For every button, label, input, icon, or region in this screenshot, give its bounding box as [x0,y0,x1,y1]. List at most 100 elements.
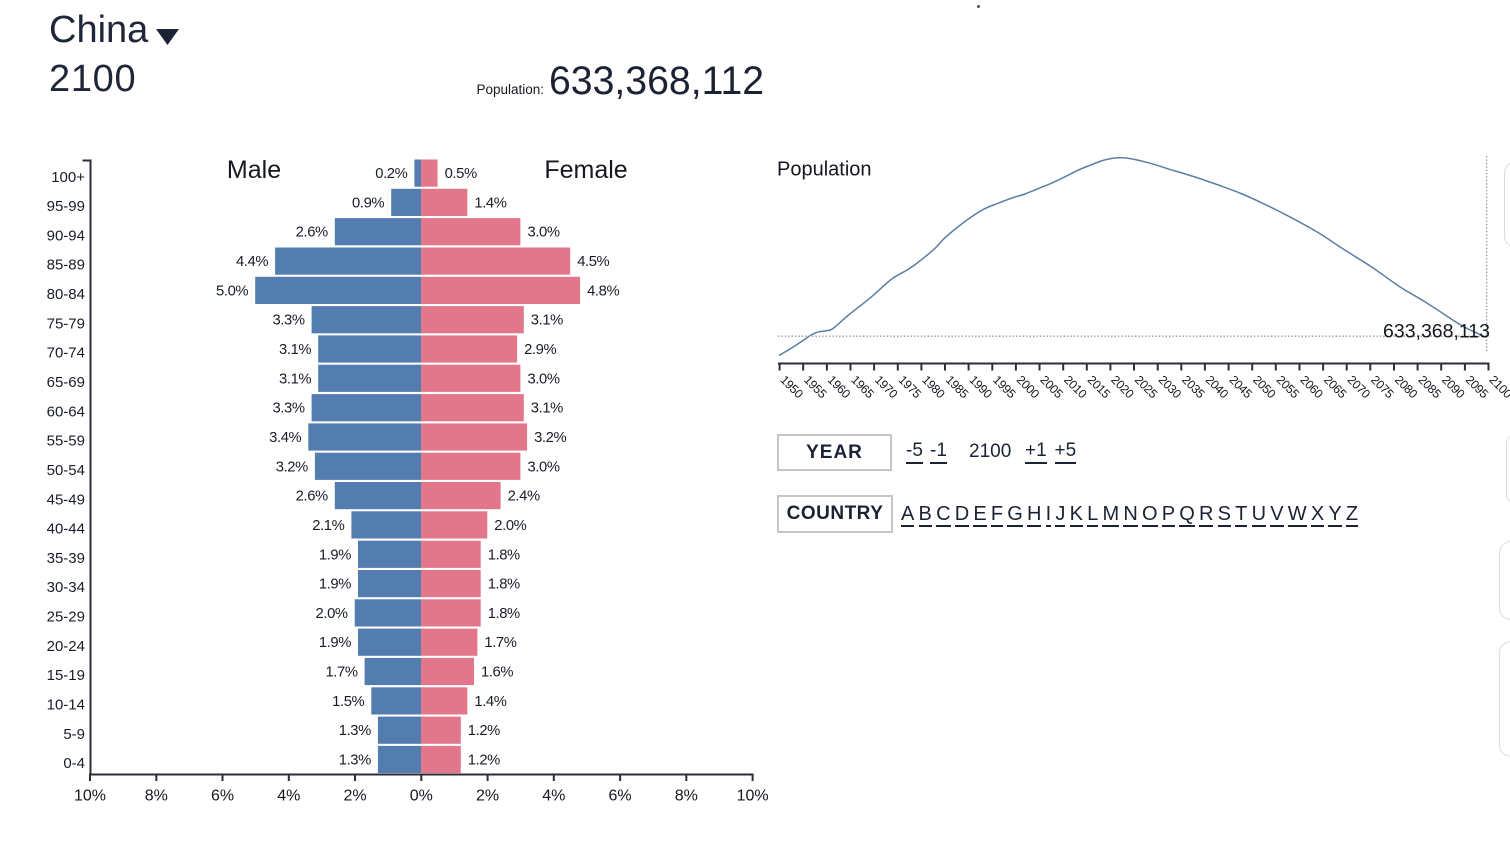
svg-text:1.9%: 1.9% [319,577,351,593]
svg-text:10%: 10% [74,788,106,805]
svg-text:4.4%: 4.4% [236,254,268,270]
svg-text:2035: 2035 [1179,373,1208,402]
svg-text:Female: Female [544,156,627,184]
svg-text:3.0%: 3.0% [528,459,560,475]
svg-text:75-79: 75-79 [47,315,85,332]
svg-text:65-69: 65-69 [47,374,85,391]
svg-text:1.4%: 1.4% [474,694,506,710]
svg-text:2025: 2025 [1132,373,1161,402]
svg-text:4%: 4% [542,788,565,805]
svg-text:0.9%: 0.9% [352,195,384,211]
svg-text:633,368,113: 633,368,113 [1383,321,1490,343]
svg-text:3.3%: 3.3% [272,313,304,329]
svg-text:3.3%: 3.3% [272,401,304,417]
svg-text:8%: 8% [675,788,698,805]
svg-text:2.4%: 2.4% [508,489,540,505]
svg-text:1.3%: 1.3% [339,723,371,739]
svg-text:1.7%: 1.7% [484,635,516,651]
svg-text:1.8%: 1.8% [488,547,520,563]
svg-text:1.8%: 1.8% [488,606,520,622]
svg-text:2000: 2000 [1014,373,1043,402]
svg-text:Population: Population [777,159,872,181]
svg-text:2.0%: 2.0% [316,606,348,622]
svg-text:1.2%: 1.2% [468,753,500,769]
svg-text:2085: 2085 [1415,373,1444,402]
svg-text:2.9%: 2.9% [524,342,556,358]
svg-text:3.1%: 3.1% [531,313,563,329]
svg-text:1970: 1970 [872,373,901,402]
svg-text:3.4%: 3.4% [269,430,301,446]
svg-text:20-24: 20-24 [47,638,85,655]
svg-text:2.6%: 2.6% [296,489,328,505]
svg-text:1.3%: 1.3% [339,753,371,769]
svg-text:1960: 1960 [825,373,854,402]
svg-text:2030: 2030 [1156,373,1185,402]
svg-text:1965: 1965 [848,373,877,402]
svg-text:Male: Male [227,156,281,184]
svg-text:2010: 2010 [1061,373,1090,402]
svg-text:2040: 2040 [1203,373,1232,402]
svg-text:2070: 2070 [1345,373,1374,402]
svg-text:2.1%: 2.1% [312,518,344,534]
svg-text:1985: 1985 [943,373,972,402]
svg-text:2050: 2050 [1250,373,1279,402]
svg-text:5.0%: 5.0% [216,283,248,299]
svg-text:10%: 10% [737,788,769,805]
svg-text:0-4: 0-4 [63,755,85,772]
svg-text:25-29: 25-29 [47,609,85,626]
svg-text:55-59: 55-59 [47,433,85,450]
svg-text:2100: 2100 [1486,373,1510,402]
svg-text:2%: 2% [343,788,366,805]
svg-text:3.0%: 3.0% [528,225,560,241]
svg-text:0%: 0% [410,788,433,805]
svg-text:45-49: 45-49 [47,491,85,508]
svg-text:1.2%: 1.2% [468,723,500,739]
svg-text:2065: 2065 [1321,373,1350,402]
svg-text:1.9%: 1.9% [319,635,351,651]
svg-text:15-19: 15-19 [47,667,85,684]
svg-text:2080: 2080 [1392,373,1421,402]
svg-text:2.6%: 2.6% [296,225,328,241]
svg-text:1.5%: 1.5% [332,694,364,710]
svg-text:2055: 2055 [1274,373,1303,402]
svg-text:2095: 2095 [1463,373,1492,402]
svg-text:0.5%: 0.5% [445,166,477,182]
svg-text:1.4%: 1.4% [474,195,506,211]
svg-text:85-89: 85-89 [47,257,85,274]
svg-text:1950: 1950 [777,373,806,402]
svg-text:2015: 2015 [1085,373,1114,402]
svg-text:5-9: 5-9 [63,726,85,743]
svg-text:30-34: 30-34 [47,579,85,596]
svg-text:1990: 1990 [966,373,995,402]
svg-text:3.1%: 3.1% [279,342,311,358]
svg-text:8%: 8% [145,788,168,805]
svg-text:40-44: 40-44 [47,521,85,538]
svg-text:2090: 2090 [1439,373,1468,402]
svg-text:6%: 6% [211,788,234,805]
svg-text:2060: 2060 [1297,373,1326,402]
svg-text:35-39: 35-39 [47,550,85,567]
svg-text:3.1%: 3.1% [279,371,311,387]
svg-text:1.6%: 1.6% [481,665,513,681]
svg-text:10-14: 10-14 [47,697,85,714]
svg-text:1.9%: 1.9% [319,547,351,563]
svg-text:1980: 1980 [919,373,948,402]
svg-text:90-94: 90-94 [47,227,85,244]
svg-text:0.2%: 0.2% [375,166,407,182]
svg-text:4.5%: 4.5% [577,254,609,270]
svg-text:1.7%: 1.7% [325,665,357,681]
svg-text:80-84: 80-84 [47,286,85,303]
svg-text:6%: 6% [609,788,632,805]
svg-text:3.0%: 3.0% [528,371,560,387]
svg-text:3.2%: 3.2% [534,430,566,446]
svg-text:4%: 4% [277,788,300,805]
svg-text:2%: 2% [476,788,499,805]
svg-text:50-54: 50-54 [47,462,85,479]
svg-text:3.1%: 3.1% [531,401,563,417]
svg-text:1975: 1975 [896,373,925,402]
svg-text:95-99: 95-99 [47,198,85,215]
svg-text:3.2%: 3.2% [276,459,308,475]
svg-text:2.0%: 2.0% [494,518,526,534]
svg-text:2075: 2075 [1368,373,1397,402]
svg-text:2005: 2005 [1037,373,1066,402]
